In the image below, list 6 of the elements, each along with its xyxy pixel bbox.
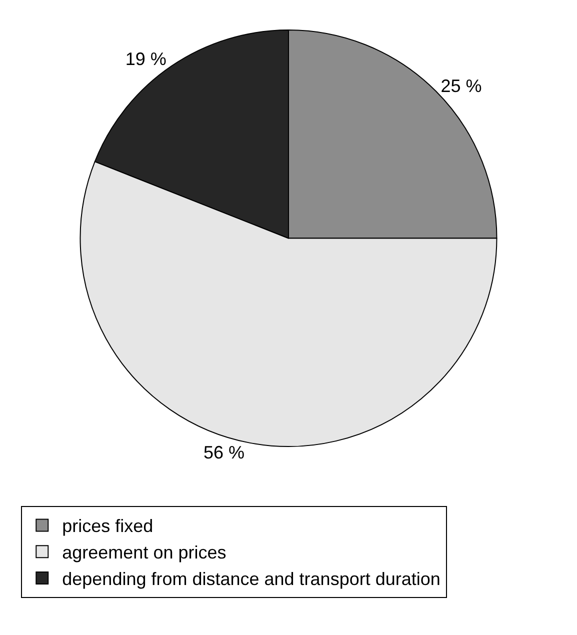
legend-label: agreement on prices bbox=[62, 542, 226, 563]
legend-label: prices fixed bbox=[62, 516, 154, 536]
data-label: 25 % bbox=[440, 76, 482, 96]
legend-label: depending from distance and transport duration bbox=[62, 569, 440, 590]
data-label: 19 % bbox=[125, 49, 166, 70]
data-label: 56 % bbox=[203, 442, 244, 462]
